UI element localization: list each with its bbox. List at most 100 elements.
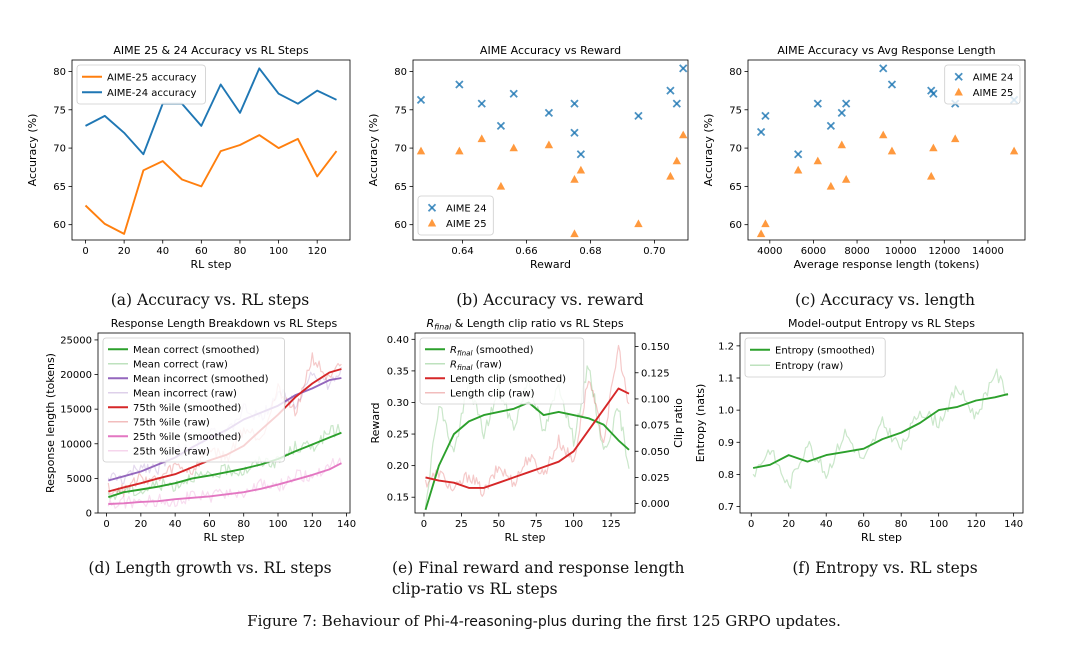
- legend-label: Rfinal (smoothed): [450, 345, 534, 358]
- scatter-point-aime-24: [416, 95, 426, 104]
- figure-caption-model: Phi-4-reasoning-plus: [423, 614, 567, 630]
- y-tick-label: 65: [729, 182, 742, 193]
- x-tick-label: 8000: [844, 246, 869, 257]
- legend-label: AIME 25: [446, 219, 487, 230]
- x-tick-label: 4000: [757, 246, 782, 257]
- x-axis-label: RL step: [504, 531, 545, 544]
- x-tick-label: 0.64: [451, 246, 473, 257]
- series-line-length-clip-raw-: [424, 344, 630, 497]
- scatter-point-aime-24: [756, 127, 766, 137]
- x-tick-label: 0: [82, 246, 88, 257]
- legend-box: [102, 337, 285, 463]
- legend-label: Length clip (smoothed): [450, 374, 566, 385]
- y-tick-label: 5000: [67, 474, 92, 485]
- scatter-point-aime-25: [570, 174, 579, 183]
- scatter-point-aime-25: [837, 140, 846, 149]
- y-tick-label: 60: [729, 220, 742, 231]
- scatter-point-aime-24: [509, 89, 518, 98]
- x-tick-label: 40: [156, 246, 169, 257]
- plot-frame: [412, 59, 689, 241]
- legend: Mean correct (smoothed) Mean correct (raw…: [102, 337, 285, 463]
- scatter-point-aime-25: [509, 143, 518, 152]
- x-tick-label: 120: [303, 519, 322, 530]
- x-tick-label: 80: [895, 519, 908, 530]
- scatter-point-aime-25: [416, 146, 426, 155]
- x-tick-label: 0.68: [579, 246, 601, 257]
- series-line-aime-25-accuracy: [84, 134, 338, 235]
- y-tick-label: 75: [729, 105, 742, 116]
- legend-box: [419, 337, 585, 405]
- x-tick-label: 120: [967, 519, 986, 530]
- legend-label: AIME-25 accuracy: [107, 72, 196, 83]
- scatter-point-aime-24: [842, 99, 851, 108]
- y-tick-label: 70: [53, 144, 66, 155]
- x-axis-label: Reward: [530, 258, 571, 271]
- legend-marker: [427, 203, 437, 212]
- legend-label: AIME 25: [973, 88, 1014, 99]
- x-tick-label: 75: [530, 519, 543, 530]
- series-line-aime-24-accuracy: [85, 67, 337, 156]
- plot-frame: [97, 332, 351, 514]
- legend-label: 25th %ile (raw): [133, 446, 210, 457]
- chart-f: Model-output Entropy vs RL Steps 0 20 40 60 8…: [694, 317, 1024, 544]
- scatter-point-aime-25: [826, 181, 836, 190]
- y-tick-label: 0.40: [387, 335, 409, 346]
- scatter-point-aime-25: [951, 134, 960, 143]
- x-tick-label: 60: [203, 519, 216, 530]
- plot-area: [756, 64, 1019, 238]
- x-tick-label: 10000: [885, 246, 917, 257]
- y-tick-label: 25000: [60, 335, 92, 346]
- y-right-tick-label: 0.000: [641, 499, 670, 510]
- scatter-point-aime-24: [794, 150, 803, 159]
- x-tick-label: 14000: [972, 246, 1004, 257]
- scatter-point-aime-25: [887, 146, 897, 155]
- x-tick-label: 0.66: [515, 246, 537, 257]
- scatter-point-aime-25: [544, 140, 554, 149]
- x-tick-label: 0: [748, 519, 754, 530]
- chart-a: AIME 25 & 24 Accuracy vs RL Steps 0 20 40 60…: [26, 44, 351, 271]
- caption-c: (c) Accuracy vs. length: [794, 291, 976, 309]
- y-tick-label: 70: [394, 144, 407, 155]
- x-axis-label: RL step: [861, 531, 902, 544]
- scatter-point-aime-25: [929, 143, 938, 152]
- x-tick-label: 20: [134, 519, 147, 530]
- caption-e-line1: (e) Final reward and response length: [392, 559, 685, 577]
- x-tick-label: 25: [455, 519, 468, 530]
- x-tick-label: 40: [820, 519, 833, 530]
- scatter-point-aime-24: [570, 128, 579, 137]
- x-axis-label: RL step: [190, 258, 231, 271]
- y-right-tick-label: 0.050: [641, 447, 670, 458]
- y-tick-label: 60: [53, 220, 66, 231]
- scatter-point-aime-24: [672, 99, 681, 108]
- x-tick-label: 50: [492, 519, 505, 530]
- y-tick-label: 0.8: [718, 470, 734, 481]
- series-line-entropy-raw-: [752, 368, 1009, 489]
- scatter-point-aime-24: [570, 99, 579, 108]
- scatter-point-aime-24: [576, 150, 586, 159]
- x-tick-label: 140: [337, 519, 356, 530]
- scatter-point-aime-24: [679, 64, 688, 73]
- x-tick-label: 60: [195, 246, 208, 257]
- x-tick-label: 100: [269, 246, 288, 257]
- chart-title: Rfinal & Length clip ratio vs RL Steps: [426, 317, 623, 332]
- figure-caption-suffix: during the first 125 GRPO updates.: [566, 612, 841, 630]
- x-tick-label: 140: [1004, 519, 1023, 530]
- legend-label: Length clip (raw): [450, 388, 535, 399]
- series-line-25th-ile-raw-: [107, 457, 342, 509]
- scatter-point-aime-24: [496, 121, 506, 131]
- y-tick-label: 15000: [60, 405, 92, 416]
- y-tick-label: 60: [394, 220, 407, 231]
- scatter-point-aime-25: [455, 146, 464, 155]
- legend-box: [76, 64, 206, 105]
- legend-label: Mean correct (raw): [133, 359, 228, 370]
- y-tick-label: 0.7: [718, 502, 734, 513]
- legend-label: AIME 24: [446, 203, 487, 214]
- legend: AIME-25 accuracy AIME-24 accuracy: [76, 64, 206, 105]
- y-tick-label: 0.9: [718, 438, 734, 449]
- x-axis-label: RL step: [203, 531, 244, 544]
- legend-label: Entropy (smoothed): [775, 345, 875, 356]
- scatter-point-aime-25: [1009, 146, 1019, 155]
- plot-area: [416, 64, 688, 238]
- legend-marker: [427, 218, 437, 227]
- y-tick-label: 70: [729, 144, 742, 155]
